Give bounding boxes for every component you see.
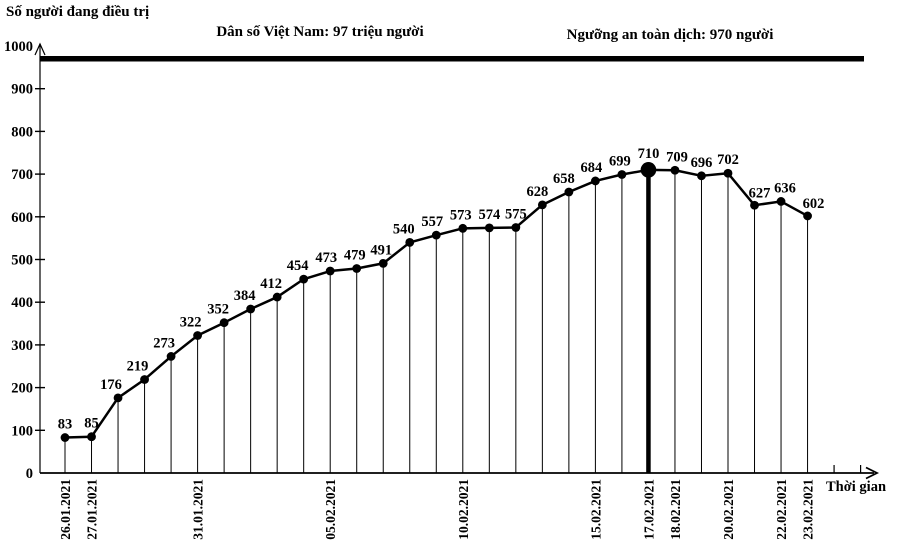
data-point <box>60 433 70 442</box>
data-point-label: 352 <box>207 302 229 318</box>
data-point <box>564 187 574 197</box>
data-point <box>299 274 309 284</box>
x-date-label: 26.01.2021 <box>58 479 73 540</box>
y-tick-label: 200 <box>11 381 33 397</box>
data-point-label: 696 <box>691 155 713 171</box>
data-point-label: 176 <box>100 377 122 393</box>
data-point <box>750 200 759 210</box>
data-point-label: 473 <box>315 250 337 266</box>
data-point-label: 710 <box>638 146 660 162</box>
threshold-note: Ngưỡng an toàn dịch: 970 người <box>566 27 774 43</box>
data-point-label: 702 <box>717 152 739 168</box>
y-tick-label: 0 <box>26 466 33 482</box>
data-point-label: 709 <box>666 149 688 165</box>
data-point <box>458 223 468 233</box>
x-date-label: 05.02.2021 <box>323 479 338 540</box>
data-point-label: 85 <box>84 416 99 432</box>
data-point-label: 540 <box>393 221 415 237</box>
data-point-label: 273 <box>153 335 175 351</box>
population-note: Dân số Việt Nam: 97 triệu người <box>216 24 424 40</box>
data-point-label: 658 <box>553 171 575 187</box>
data-point <box>431 230 441 240</box>
x-axis-title: Thời gian <box>826 479 887 495</box>
data-point-label: 83 <box>58 417 73 433</box>
x-date-label: 18.02.2021 <box>668 479 683 540</box>
data-point-label: 628 <box>526 184 548 200</box>
data-point-label: 557 <box>421 214 443 230</box>
x-axis-arrow-icon <box>865 466 880 480</box>
data-point <box>193 331 203 340</box>
data-point-label: 384 <box>234 288 256 304</box>
x-date-label: 10.02.2021 <box>456 479 471 540</box>
y-tick-label: 100 <box>11 423 33 439</box>
x-date-label: 31.01.2021 <box>191 479 206 540</box>
data-point <box>776 197 786 206</box>
data-point-label: 573 <box>450 207 472 223</box>
y-tick-label: 300 <box>11 338 33 354</box>
x-date-label: 15.02.2021 <box>588 479 603 540</box>
data-point-label: 699 <box>609 154 631 170</box>
data-point <box>272 292 282 302</box>
data-point <box>484 223 494 233</box>
data-point <box>87 432 96 442</box>
y-tick-label: 700 <box>11 167 33 183</box>
data-point-label: 602 <box>803 196 825 212</box>
data-point <box>697 171 706 181</box>
data-point-label: 454 <box>287 258 309 274</box>
data-point-label: 636 <box>774 180 796 196</box>
y-tick-label: 900 <box>11 82 33 98</box>
data-point-label: 574 <box>478 207 500 223</box>
data-point-label: 684 <box>581 160 603 176</box>
data-point <box>537 200 547 210</box>
data-point-label: 491 <box>370 242 392 258</box>
data-point <box>113 393 123 403</box>
x-date-label: 27.01.2021 <box>85 479 100 540</box>
y-tick-label: 600 <box>11 210 33 226</box>
data-point <box>591 176 600 186</box>
data-point <box>405 238 415 247</box>
data-point-label: 479 <box>344 247 366 263</box>
data-point <box>378 258 388 268</box>
y-axis-arrow-icon <box>34 42 46 56</box>
data-point <box>166 352 176 361</box>
y-axis-title: Số người đang điều trị <box>6 4 150 20</box>
x-date-label: 23.02.2021 <box>801 479 816 540</box>
data-point-label: 627 <box>749 185 771 201</box>
x-date-label: 20.02.2021 <box>721 479 736 540</box>
highlight-point <box>640 162 657 178</box>
x-date-label: 17.02.2021 <box>641 479 656 540</box>
data-point <box>219 318 229 328</box>
y-tick-label: 400 <box>11 295 33 311</box>
data-point <box>670 165 680 175</box>
data-point-label: 575 <box>505 206 527 222</box>
data-point <box>617 170 627 179</box>
data-point <box>246 304 256 314</box>
data-point-label: 219 <box>127 358 149 374</box>
y-tick-label: 800 <box>11 124 33 140</box>
data-point <box>511 223 521 232</box>
data-point <box>325 266 335 276</box>
data-point <box>140 375 149 384</box>
x-date-label: 22.02.2021 <box>774 479 789 540</box>
data-point <box>352 264 362 273</box>
data-point <box>803 211 812 221</box>
data-point-label: 322 <box>180 315 202 331</box>
data-point-label: 412 <box>260 276 282 292</box>
y-tick-label: 1000 <box>4 39 33 55</box>
y-tick-label: 500 <box>11 253 33 269</box>
data-point <box>723 168 733 178</box>
